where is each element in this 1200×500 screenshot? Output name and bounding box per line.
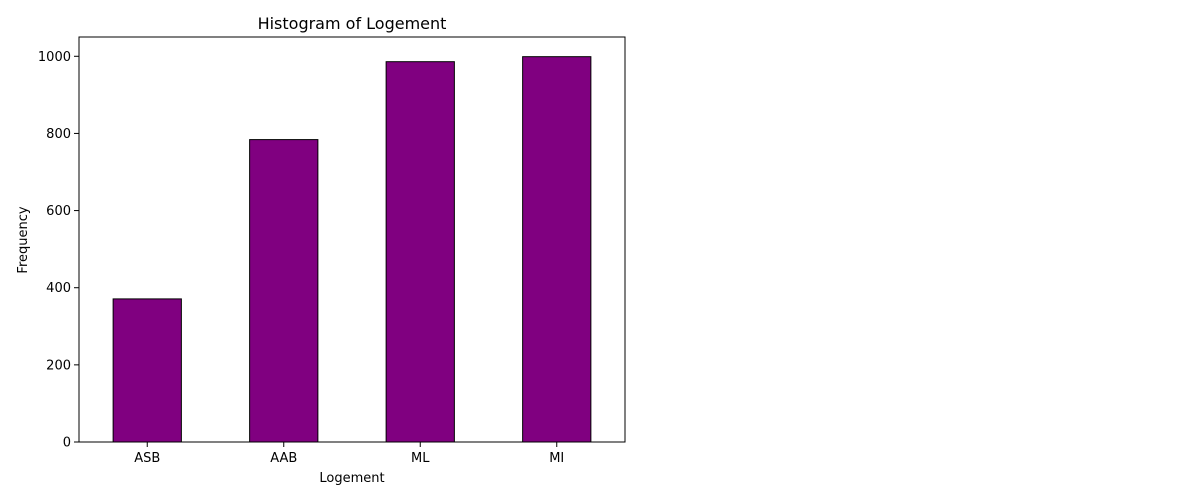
y-tick-label: 800 [46,127,71,142]
y-tick-label: 200 [46,358,71,373]
y-tick-label: 600 [46,204,71,219]
x-tick-label: MI [549,451,564,466]
x-tick-label: AAB [270,451,297,466]
plot-frame [78,36,626,443]
chart-title: Histogram of Logement [258,14,447,33]
x-axis: ASB AAB ML MI [134,442,564,466]
bar-asb [112,298,182,443]
y-axis: 0 200 400 600 800 1000 [38,50,79,451]
x-tick-label: ML [411,451,430,466]
y-tick-label: 1000 [38,50,71,65]
bar-mi [522,56,592,443]
bars-group [112,56,592,443]
x-tick-label: ASB [134,451,160,466]
y-axis-label: Frequency [16,206,31,273]
x-axis-label: Logement [319,471,384,486]
bar-aab [249,139,319,443]
y-tick-label: 0 [63,436,71,451]
bar-ml [385,61,455,443]
y-tick-label: 400 [46,281,71,296]
